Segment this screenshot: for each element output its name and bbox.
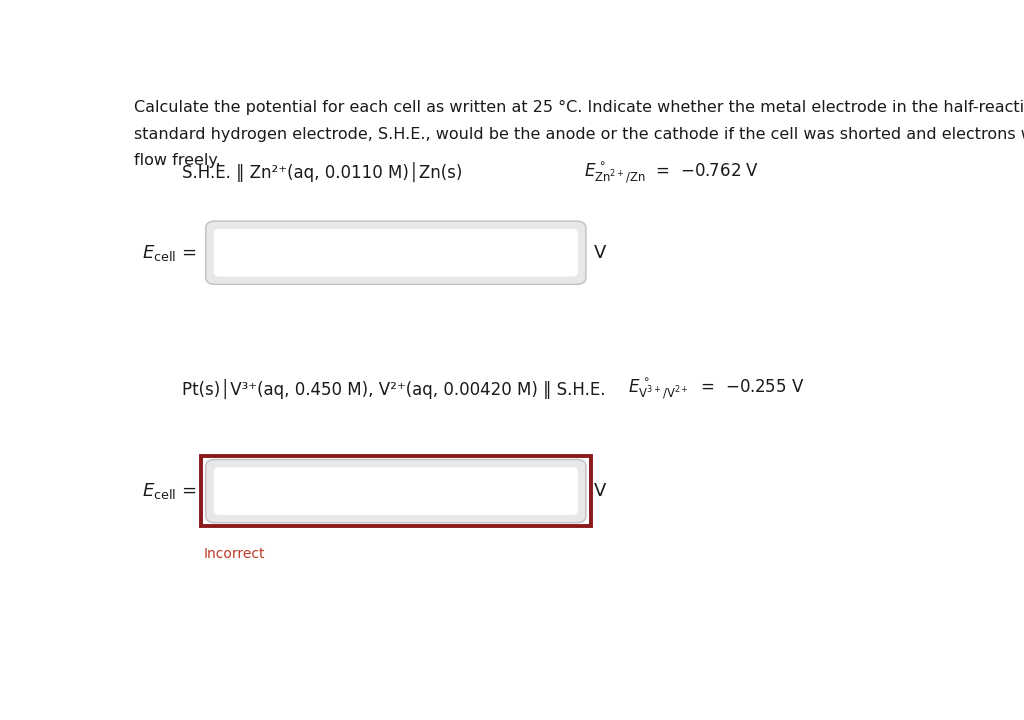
Ellipse shape [223, 238, 255, 268]
Text: $E^\circ_{\mathregular{Zn^{2+}/Zn}}$  =  −0.762 V: $E^\circ_{\mathregular{Zn^{2+}/Zn}}$ = −… [585, 160, 760, 185]
Text: $E^\circ_{\mathregular{V^{3+}/V^{2+}}}$  =  −0.255 V: $E^\circ_{\mathregular{V^{3+}/V^{2+}}}$ … [628, 376, 805, 401]
FancyBboxPatch shape [206, 459, 586, 523]
Text: V: V [594, 243, 606, 261]
Text: flow freely.: flow freely. [134, 153, 221, 168]
FancyBboxPatch shape [201, 456, 591, 526]
Text: Incorrect: Incorrect [204, 547, 265, 561]
Text: Calculate the potential for each cell as written at 25 °C. Indicate whether the : Calculate the potential for each cell as… [134, 100, 1024, 115]
Text: $E_\mathrm{cell}$ =: $E_\mathrm{cell}$ = [142, 481, 197, 501]
FancyBboxPatch shape [214, 229, 578, 276]
Ellipse shape [223, 476, 255, 506]
Text: $E_\mathrm{cell}$ =: $E_\mathrm{cell}$ = [142, 243, 197, 263]
Text: S.H.E. ‖ Zn²⁺(aq, 0.0110 M)│Zn(s): S.H.E. ‖ Zn²⁺(aq, 0.0110 M)│Zn(s) [182, 162, 463, 182]
Text: standard hydrogen electrode, S.H.E., would be the anode or the cathode if the ce: standard hydrogen electrode, S.H.E., wou… [134, 127, 1024, 142]
FancyBboxPatch shape [214, 467, 578, 515]
Text: Pt(s)│V³⁺(aq, 0.450 M), V²⁺(aq, 0.00420 M) ‖ S.H.E.: Pt(s)│V³⁺(aq, 0.450 M), V²⁺(aq, 0.00420 … [182, 379, 605, 399]
FancyBboxPatch shape [206, 221, 586, 284]
Text: V: V [594, 482, 606, 500]
